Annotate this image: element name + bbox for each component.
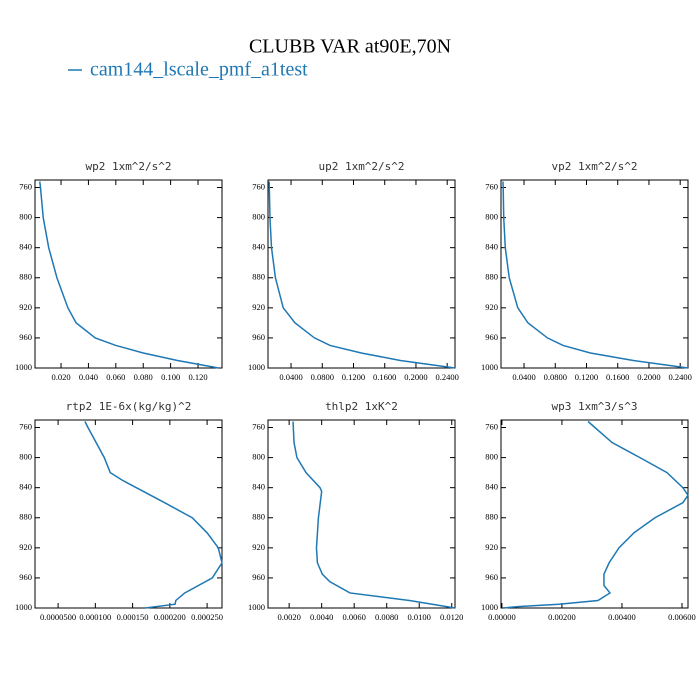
y-tick-label: 960 (19, 332, 32, 342)
y-tick-label: 880 (252, 512, 265, 522)
y-tick-label: 800 (19, 452, 32, 462)
x-tick-label: 0.1200 (575, 372, 598, 382)
y-tick-label: 960 (485, 332, 498, 342)
y-tick-label: 920 (485, 542, 498, 552)
panel-title: up2 1xm^2/s^2 (318, 160, 404, 173)
x-tick-label: 0.0100 (408, 612, 431, 622)
plot-frame (267, 179, 456, 369)
x-tick-label: 0.2000 (637, 372, 660, 382)
panel-title: vp2 1xm^2/s^2 (551, 160, 637, 173)
plot-frame (34, 179, 223, 369)
y-tick-label: 1000 (15, 602, 32, 612)
data-line (503, 420, 689, 609)
y-tick-label: 960 (19, 572, 32, 582)
x-tick-label: 0.2400 (669, 372, 692, 382)
x-tick-label: 0.0400 (512, 372, 535, 382)
y-tick-label: 1000 (248, 602, 265, 612)
y-tick-label: 880 (485, 272, 498, 282)
panel-title: rtp2 1E-6x(kg/kg)^2 (66, 400, 192, 413)
y-tick-label: 760 (252, 181, 265, 191)
y-tick-label: 960 (252, 572, 265, 582)
x-tick-label: 0.1600 (373, 372, 396, 382)
y-tick-label: 840 (485, 482, 498, 492)
y-tick-label: 880 (252, 272, 265, 282)
x-tick-label: 0.00600 (668, 612, 696, 622)
y-tick-label: 880 (19, 512, 32, 522)
x-tick-label: 0.040 (79, 372, 98, 382)
y-tick-label: 1000 (15, 362, 32, 372)
panel-title: wp2 1xm^2/s^2 (85, 160, 171, 173)
y-tick-label: 840 (252, 242, 265, 252)
y-tick-label: 960 (252, 332, 265, 342)
x-tick-label: 0.0800 (311, 372, 334, 382)
x-tick-label: 0.000100 (79, 612, 111, 622)
y-tick-label: 960 (485, 572, 498, 582)
x-tick-label: 0.0400 (279, 372, 302, 382)
x-tick-label: 0.0060 (342, 612, 365, 622)
x-tick-label: 0.000250 (191, 612, 223, 622)
x-tick-label: 0.0040 (310, 612, 333, 622)
legend-label: cam144_lscale_pmf_a1test (90, 59, 308, 81)
y-tick-label: 760 (485, 421, 498, 431)
y-tick-label: 920 (252, 542, 265, 552)
x-tick-label: 0.020 (51, 372, 70, 382)
y-tick-label: 920 (485, 302, 498, 312)
x-tick-label: 0.120 (188, 372, 207, 382)
x-tick-label: 0.060 (106, 372, 125, 382)
y-tick-label: 920 (19, 542, 32, 552)
panel-title: thlp2 1xK^2 (325, 400, 398, 413)
y-tick-label: 1000 (481, 602, 498, 612)
x-tick-label: 0.00200 (548, 612, 576, 622)
x-tick-label: 0.000150 (117, 612, 149, 622)
plot-frame (267, 419, 456, 609)
data-line (268, 181, 456, 369)
y-tick-label: 840 (19, 242, 32, 252)
x-tick-label: 0.1200 (342, 372, 365, 382)
x-tick-label: 0.080 (134, 372, 153, 382)
y-tick-label: 880 (485, 512, 498, 522)
y-tick-label: 800 (19, 212, 32, 222)
x-tick-label: 0.0080 (375, 612, 398, 622)
x-tick-label: 0.0000500 (40, 612, 76, 622)
y-tick-label: 760 (252, 421, 265, 431)
data-line (84, 421, 223, 609)
y-tick-label: 1000 (481, 362, 498, 372)
data-line (292, 421, 456, 609)
y-tick-label: 800 (485, 452, 498, 462)
data-line (39, 181, 219, 369)
y-tick-label: 760 (485, 181, 498, 191)
plot-frame (500, 179, 689, 369)
y-tick-label: 920 (19, 302, 32, 312)
y-tick-label: 800 (252, 452, 265, 462)
x-tick-label: 0.00000 (488, 612, 516, 622)
panel-title: wp3 1xm^3/s^3 (551, 400, 637, 413)
y-tick-label: 760 (19, 421, 32, 431)
x-tick-label: 0.0800 (544, 372, 567, 382)
x-tick-label: 0.100 (161, 372, 180, 382)
x-tick-label: 0.00400 (608, 612, 636, 622)
y-tick-label: 840 (252, 482, 265, 492)
x-tick-label: 0.000200 (154, 612, 186, 622)
y-tick-label: 800 (252, 212, 265, 222)
x-tick-label: 0.2000 (404, 372, 427, 382)
x-tick-label: 0.2400 (436, 372, 459, 382)
y-tick-label: 840 (485, 242, 498, 252)
x-tick-label: 0.0120 (440, 612, 463, 622)
plot-frame (500, 419, 689, 609)
y-tick-label: 1000 (248, 362, 265, 372)
y-tick-label: 920 (252, 302, 265, 312)
y-tick-label: 880 (19, 272, 32, 282)
x-tick-label: 0.0020 (277, 612, 300, 622)
y-tick-label: 760 (19, 181, 32, 191)
x-tick-label: 0.1600 (606, 372, 629, 382)
y-tick-label: 840 (19, 482, 32, 492)
data-line (502, 181, 689, 369)
plot-frame (34, 419, 223, 609)
y-tick-label: 800 (485, 212, 498, 222)
chart-title: CLUBB VAR at90E,70N (249, 36, 451, 58)
